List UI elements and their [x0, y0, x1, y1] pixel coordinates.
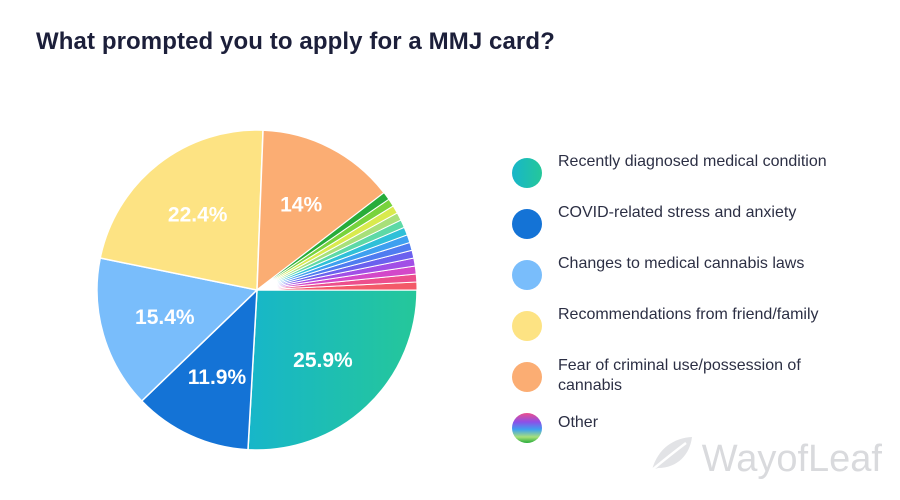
watermark-logo: WayofLeaf — [648, 434, 882, 484]
legend-label: COVID-related stress and anxiety — [558, 204, 797, 221]
pie-slice — [247, 289, 418, 451]
pie-slice-other-band — [256, 192, 390, 291]
chart-title: What prompted you to apply for a MMJ car… — [36, 28, 555, 55]
legend-swatch — [512, 209, 542, 239]
pie-slice — [256, 129, 386, 292]
legend-label: Fear of criminal use/possession of canna… — [558, 357, 801, 394]
legend-item: Fear of criminal use/possession of canna… — [512, 356, 832, 407]
legend-swatch — [512, 260, 542, 290]
legend-item: COVID-related stress and anxiety — [512, 203, 832, 254]
slice-value-label: 15.4% — [135, 306, 195, 329]
legend-label: Changes to medical cannabis laws — [558, 255, 805, 272]
legend-item: Changes to medical cannabis laws — [512, 254, 832, 305]
legend-swatch — [512, 413, 542, 443]
leaf-icon — [648, 434, 694, 484]
pie-slice — [96, 257, 259, 403]
pie-slice — [140, 288, 258, 451]
legend-swatch — [512, 311, 542, 341]
legend-item: Recently diagnosed medical condition — [512, 152, 832, 203]
legend: Recently diagnosed medical condition COVI… — [512, 152, 832, 458]
legend-label: Other — [558, 414, 599, 431]
watermark-text: WayofLeaf — [701, 437, 882, 480]
legend-label: Recently diagnosed medical condition — [558, 153, 827, 170]
slice-value-label: 11.9% — [188, 366, 247, 389]
legend-item: Other — [512, 407, 832, 458]
slice-value-label: 22.4% — [168, 204, 228, 227]
legend-item: Recommendations from friend/family — [512, 305, 832, 356]
legend-swatch — [512, 158, 542, 188]
slice-value-label: 14% — [280, 194, 322, 217]
slice-value-label: 25.9% — [293, 349, 353, 372]
legend-swatch — [512, 362, 542, 392]
pie-slice — [99, 129, 264, 291]
legend-label: Recommendations from friend/family — [558, 306, 819, 323]
